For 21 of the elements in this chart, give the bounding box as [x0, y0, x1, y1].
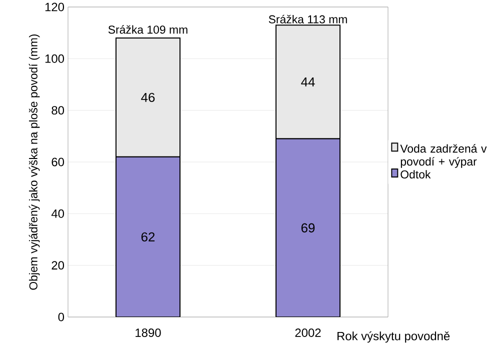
bar	[276, 138, 341, 317]
legend-label: Voda zadržená v povodí + výpar	[400, 144, 487, 168]
y-tick-label: 40	[51, 209, 64, 218]
y-tick-label: 0	[58, 312, 64, 322]
x-tick-label: 1890	[136, 328, 161, 337]
data-label: 69	[301, 223, 315, 232]
y-tick-label: 100	[45, 54, 64, 63]
data-label: 46	[141, 92, 155, 102]
y-tick-label: 60	[52, 158, 64, 166]
x-axis-title: Rok výskytu povodně	[338, 331, 450, 343]
data-label: 44	[301, 77, 315, 86]
y-tick-label: 20	[52, 261, 64, 270]
y-tick-label: 80	[52, 106, 64, 115]
annotation: Srážka 113 mm	[268, 14, 347, 24]
data-label: 62	[141, 232, 155, 242]
y-tick-label: 120	[45, 2, 64, 12]
annotation: Srážka 109 mm	[108, 25, 188, 34]
y-axis-title: Objem vyjádřený jako výška na ploše povodí (mm)	[28, 34, 40, 290]
bar	[116, 156, 181, 317]
x-tick-label: 2002	[295, 328, 321, 337]
legend-label: Odtok	[400, 170, 431, 178]
